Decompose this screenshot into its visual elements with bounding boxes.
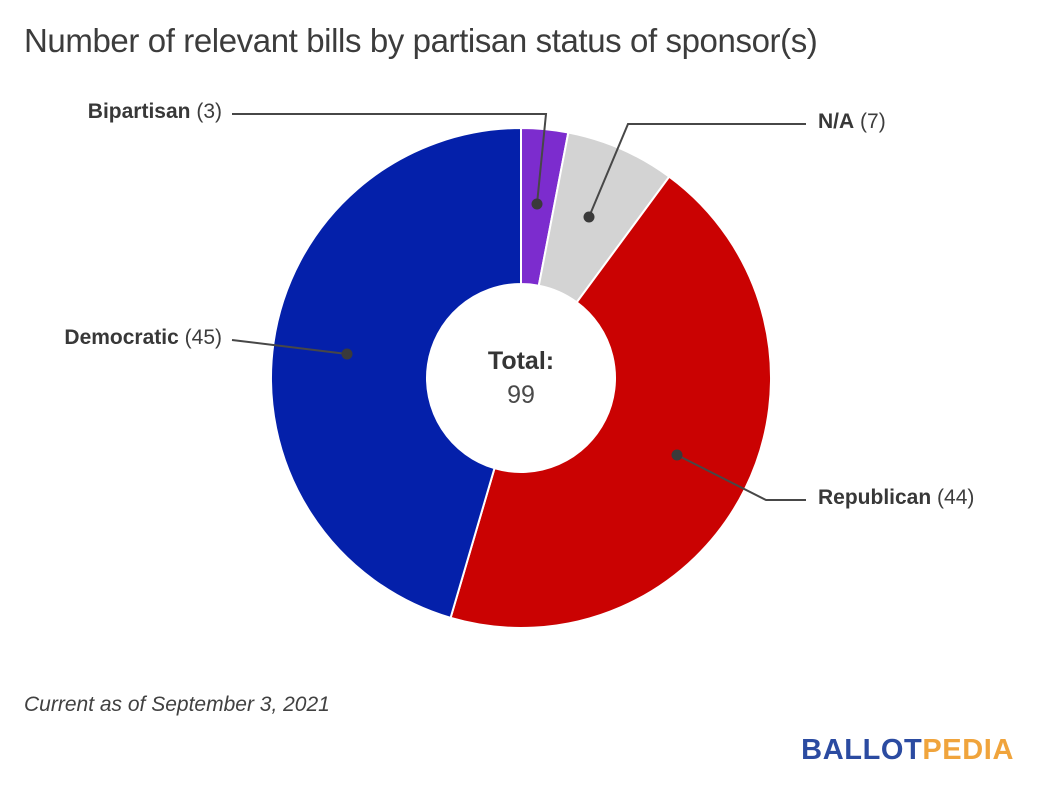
democratic-leader-dot bbox=[341, 348, 353, 360]
bipartisan-leader-dot bbox=[531, 198, 543, 210]
bipartisan-callout-label: Bipartisan (3) bbox=[88, 100, 222, 124]
republican-count-text: (44) bbox=[937, 486, 975, 509]
na-count-text: (7) bbox=[860, 110, 886, 133]
republican-leader-line bbox=[676, 454, 806, 501]
republican-label-text: Republican bbox=[818, 486, 932, 509]
bipartisan-leader-line bbox=[232, 113, 548, 205]
na-leader-dot bbox=[583, 211, 595, 223]
na-leader-line bbox=[588, 123, 806, 218]
democratic-label-text: Democratic bbox=[64, 326, 179, 349]
callout-leader-lines bbox=[231, 113, 806, 501]
bipartisan-label-text: Bipartisan bbox=[87, 100, 191, 123]
democratic-callout-label: Democratic (45) bbox=[64, 326, 222, 350]
republican-leader-dot bbox=[671, 449, 683, 461]
ballotpedia-logo: BALLOTPEDIA bbox=[801, 734, 1014, 767]
logo-pedia-text: PEDIA bbox=[922, 734, 1014, 766]
na-label-text: N/A bbox=[818, 110, 855, 133]
slice-democratic bbox=[270, 126, 522, 620]
na-callout-label: N/A (7) bbox=[818, 110, 886, 134]
current-as-of-note: Current as of September 3, 2021 bbox=[24, 693, 330, 716]
democratic-count-text: (45) bbox=[184, 326, 222, 349]
bipartisan-count-text: (3) bbox=[196, 100, 222, 123]
slice-republican bbox=[449, 175, 772, 629]
logo-ballot-text: BALLOT bbox=[801, 734, 923, 766]
democratic-leader-line bbox=[231, 339, 348, 355]
republican-callout-label: Republican (44) bbox=[818, 486, 974, 510]
page-title: Number of relevant bills by partisan sta… bbox=[24, 22, 818, 59]
donut-slices bbox=[270, 126, 772, 629]
